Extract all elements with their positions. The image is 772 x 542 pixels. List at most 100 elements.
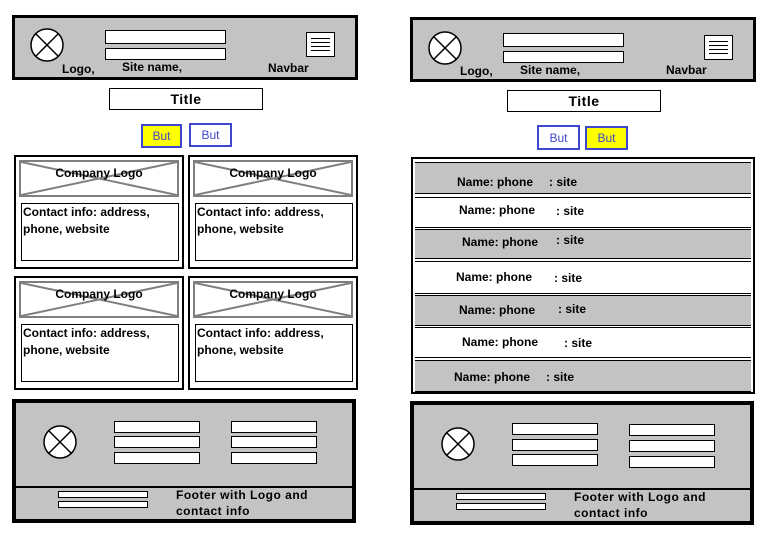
footer-link-bar	[231, 452, 317, 464]
footer-link-bar	[512, 454, 598, 466]
company-card: Company Logo Contact info: address, phon…	[14, 155, 184, 269]
list-item-name: Name: phone	[459, 303, 536, 317]
list-item-site: : site	[556, 204, 585, 218]
footer-text-line: Footer with Logo and	[176, 488, 308, 502]
list-item[interactable]: Name: phone : site	[415, 162, 751, 194]
logo-placeholder-icon	[441, 427, 475, 461]
company-logo-placeholder: Company Logo	[193, 281, 353, 318]
footer-contact-bar	[58, 491, 148, 498]
footer-link-bar	[629, 456, 715, 468]
placeholder-cross-icon	[21, 283, 177, 316]
contact-list: Name: phone : site Name: phone : site Na…	[411, 157, 755, 394]
footer-link-bar	[512, 439, 598, 451]
list-item-name: Name: phone	[462, 335, 539, 349]
navbar-label: Navbar	[666, 63, 707, 77]
contact-info-text: phone, website	[23, 343, 110, 357]
list-item-site: : site	[546, 370, 575, 384]
left-footer: Footer with Logo and contact info	[12, 399, 356, 523]
list-item[interactable]: Name: phone : site	[415, 229, 751, 259]
footer-link-bar	[231, 436, 317, 448]
footer-link-bar	[629, 424, 715, 436]
placeholder-cross-icon	[195, 162, 351, 195]
contact-info-text: Contact info: address,	[197, 326, 324, 340]
footer-link-bar	[114, 452, 200, 464]
list-item[interactable]: Name: phone : site	[415, 197, 751, 228]
contact-info-text: Contact info: address,	[23, 326, 150, 340]
button[interactable]: But	[189, 123, 232, 147]
list-item-site: : site	[556, 233, 585, 247]
logo-placeholder-icon	[30, 28, 64, 62]
logo-label: Logo,	[62, 62, 95, 76]
footer-text: Footer with Logo and contact info	[176, 487, 308, 519]
list-item-site: : site	[558, 302, 587, 316]
page-title: Title	[507, 90, 661, 112]
logo-label: Logo,	[460, 64, 493, 78]
footer-link-bar	[114, 436, 200, 448]
contact-info-text: phone, website	[197, 222, 284, 236]
footer-text-line: contact info	[176, 504, 250, 518]
contact-info-box: Contact info: address, phone, website	[195, 324, 353, 382]
company-card: Company Logo Contact info: address, phon…	[14, 276, 184, 390]
company-logo-placeholder: Company Logo	[19, 160, 179, 197]
company-logo-label: Company Logo	[55, 287, 143, 301]
contact-info-box: Contact info: address, phone, website	[21, 324, 179, 382]
list-item-site: : site	[564, 336, 593, 350]
list-item[interactable]: Name: phone : site	[415, 360, 751, 392]
company-logo-label: Company Logo	[229, 287, 317, 301]
menu-icon[interactable]	[306, 32, 335, 57]
button[interactable]: But	[537, 125, 580, 150]
footer-divider	[414, 488, 750, 490]
footer-link-bar	[512, 423, 598, 435]
button[interactable]: But	[141, 124, 182, 148]
contact-info-text: Contact info: address,	[197, 205, 324, 219]
contact-info-box: Contact info: address, phone, website	[195, 203, 353, 261]
site-name-bar	[105, 48, 226, 60]
list-item-name: Name: phone	[456, 270, 533, 284]
footer-text-line: Footer with Logo and	[574, 490, 706, 504]
list-item-name: Name: phone	[454, 370, 531, 384]
footer-link-bar	[231, 421, 317, 433]
list-item[interactable]: Name: phone : site	[415, 261, 751, 294]
right-header: Logo, Site name, Navbar	[410, 17, 756, 82]
footer-contact-bar	[456, 493, 546, 500]
contact-info-box: Contact info: address, phone, website	[21, 203, 179, 261]
site-name-bar	[503, 33, 624, 47]
company-logo-label: Company Logo	[229, 166, 317, 180]
footer-link-bar	[114, 421, 200, 433]
list-item-name: Name: phone	[457, 175, 534, 189]
footer-text-line: contact info	[574, 506, 648, 520]
footer-text: Footer with Logo and contact info	[574, 489, 706, 521]
contact-info-text: phone, website	[23, 222, 110, 236]
page-title: Title	[109, 88, 263, 110]
footer-link-bar	[629, 440, 715, 452]
company-card: Company Logo Contact info: address, phon…	[188, 276, 358, 390]
contact-info-text: Contact info: address,	[23, 205, 150, 219]
footer-contact-bar	[58, 501, 148, 508]
right-footer: Footer with Logo and contact info	[410, 401, 754, 525]
company-logo-label: Company Logo	[55, 166, 143, 180]
menu-icon[interactable]	[704, 35, 733, 60]
placeholder-cross-icon	[195, 283, 351, 316]
site-name-bar	[105, 30, 226, 44]
left-header: Logo, Site name, Navbar	[12, 15, 358, 80]
list-item-site: : site	[554, 271, 583, 285]
button[interactable]: But	[585, 126, 628, 150]
list-item-site: : site	[549, 175, 578, 189]
contact-info-text: phone, website	[197, 343, 284, 357]
site-name-label: Site name,	[520, 63, 581, 77]
site-name-label: Site name,	[122, 60, 183, 74]
list-item-name: Name: phone	[459, 203, 536, 217]
list-item[interactable]: Name: phone : site	[415, 295, 751, 326]
navbar-label: Navbar	[268, 61, 309, 75]
list-item[interactable]: Name: phone : site	[415, 327, 751, 358]
footer-contact-bar	[456, 503, 546, 510]
list-item-name: Name: phone	[462, 235, 539, 249]
company-logo-placeholder: Company Logo	[19, 281, 179, 318]
footer-divider	[16, 486, 352, 488]
company-card: Company Logo Contact info: address, phon…	[188, 155, 358, 269]
placeholder-cross-icon	[21, 162, 177, 195]
logo-placeholder-icon	[43, 425, 77, 459]
logo-placeholder-icon	[428, 31, 462, 65]
company-logo-placeholder: Company Logo	[193, 160, 353, 197]
site-name-bar	[503, 51, 624, 63]
